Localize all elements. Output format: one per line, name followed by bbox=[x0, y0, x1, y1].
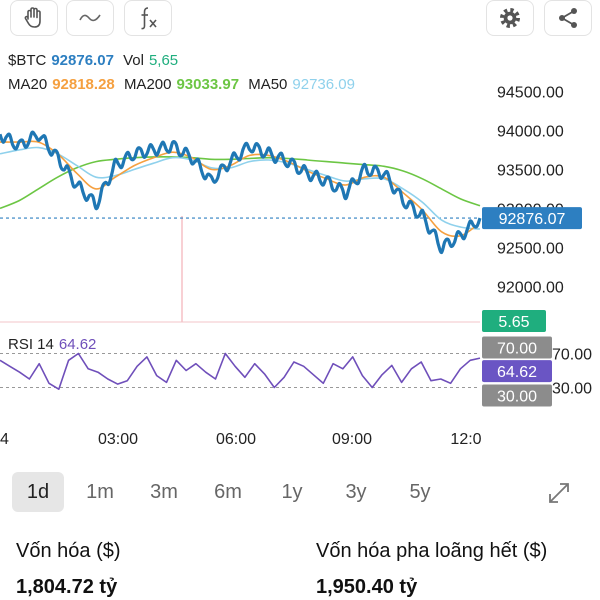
rsi-line bbox=[0, 352, 481, 390]
market-cap-label: Vốn hóa ($) bbox=[16, 540, 121, 562]
price-line bbox=[0, 130, 482, 255]
time-tick-label: 06:00 bbox=[216, 431, 256, 448]
gear-icon bbox=[500, 8, 520, 28]
legend-ma50-label: MA50 bbox=[248, 76, 288, 93]
rsi-lower-badge: 30.00 bbox=[482, 384, 552, 407]
indicator-button[interactable] bbox=[124, 0, 172, 36]
chart-toolbar bbox=[0, 0, 600, 38]
rsi-legend: RSI 14 64.62 bbox=[8, 336, 101, 353]
legend-price: 92876.07 bbox=[51, 52, 114, 69]
price-tick-label: 92000.00 bbox=[497, 279, 564, 296]
rsi-tick-label: 70.00 bbox=[552, 347, 592, 364]
legend-ma20: 92818.28 bbox=[52, 76, 115, 93]
fdv-label: Vốn hóa pha loãng hết ($) bbox=[316, 540, 548, 562]
hand-tool-button[interactable] bbox=[10, 0, 58, 36]
price-badge-bg bbox=[482, 207, 582, 230]
legend-symbol: $BTC bbox=[8, 52, 47, 69]
rsi-upper-badge-text: 70.00 bbox=[497, 341, 537, 358]
share-button[interactable] bbox=[544, 0, 592, 36]
price-tick-label: 94500.00 bbox=[497, 84, 564, 101]
rsi-value-badge-bg bbox=[482, 360, 552, 383]
fx-icon bbox=[141, 7, 157, 30]
volume-badge-text: 5.65 bbox=[498, 314, 529, 331]
expand-arrows-icon bbox=[549, 483, 569, 503]
rsi-value-badge: 64.62 bbox=[482, 360, 552, 383]
legend-ma200: 93033.97 bbox=[176, 76, 240, 93]
rsi-upper-badge: 70.00 bbox=[482, 336, 552, 359]
tab-3y[interactable]: 3y bbox=[345, 481, 367, 503]
line-icon bbox=[79, 14, 101, 22]
rsi-upper-badge-bg bbox=[482, 336, 552, 359]
legend-ma20-label: MA20 bbox=[8, 76, 48, 93]
time-tick-label: 09:00 bbox=[332, 431, 372, 448]
tab-3m[interactable]: 3m bbox=[150, 481, 178, 503]
tab-1d[interactable]: 1d bbox=[12, 472, 64, 512]
ma-legend: MA20 92818.28 MA200 93033.97 MA50 92736.09 bbox=[8, 76, 360, 93]
axis-labels: 94500.0094000.0093500.0093000.0092500.00… bbox=[0, 84, 592, 448]
tab-6m[interactable]: 6m bbox=[214, 481, 242, 503]
time-tick-label: 4 bbox=[0, 431, 9, 448]
rsi-legend-value: 64.62 bbox=[58, 336, 97, 353]
line-ma50 bbox=[0, 146, 481, 230]
legend-vol-label: Vol bbox=[123, 52, 144, 69]
tab-1m[interactable]: 1m bbox=[86, 481, 114, 503]
price-chart[interactable]: 94500.0094000.0093500.0093000.0092500.00… bbox=[0, 38, 600, 458]
price-badge-text: 92876.07 bbox=[499, 211, 566, 228]
hand-icon bbox=[24, 7, 41, 28]
price-legend: $BTC 92876.07 Vol 5,65 bbox=[8, 52, 183, 69]
tab-5y[interactable]: 5y bbox=[409, 481, 431, 503]
price-tick-label: 93500.00 bbox=[497, 162, 564, 179]
market-cap-value: 1,804.72 tỷ bbox=[16, 576, 118, 598]
legend-ma50: 92736.09 bbox=[292, 76, 355, 93]
settings-button[interactable] bbox=[486, 0, 534, 36]
value-badges: 92876.07 5.65 70.00 64.62 30.00 bbox=[482, 207, 582, 407]
price-tick-label: 94000.00 bbox=[497, 123, 564, 140]
rsi-tick-label: 30.00 bbox=[552, 381, 592, 398]
rsi-value-badge-text: 64.62 bbox=[497, 364, 537, 381]
volume-badge: 5.65 bbox=[482, 310, 546, 332]
rsi-lower-badge-text: 30.00 bbox=[497, 389, 537, 406]
time-tick-label: 03:00 bbox=[98, 431, 138, 448]
fullscreen-button[interactable] bbox=[544, 478, 574, 508]
price-line-layer bbox=[0, 130, 482, 255]
legend-ma200-label: MA200 bbox=[123, 76, 172, 93]
price-badge: 92876.07 bbox=[482, 207, 582, 230]
rsi-layer bbox=[0, 352, 481, 390]
tab-1y[interactable]: 1y bbox=[281, 481, 303, 503]
line-tool-button[interactable] bbox=[66, 0, 114, 36]
grid-lines bbox=[0, 216, 480, 323]
price-tick-label: 92500.00 bbox=[497, 240, 564, 257]
time-tick-label: 12:0 bbox=[450, 431, 481, 448]
rsi-legend-label: RSI 14 bbox=[8, 336, 54, 353]
rsi-lower-badge-bg bbox=[482, 384, 552, 407]
volume-badge-bg bbox=[482, 310, 546, 332]
timeframe-tabs: 1d 1m 3m 6m 1y 3y 5y bbox=[12, 466, 592, 520]
legend-vol: 5,65 bbox=[148, 52, 179, 69]
share-icon bbox=[559, 8, 577, 28]
fdv-value: 1,950.40 tỷ bbox=[316, 576, 418, 598]
